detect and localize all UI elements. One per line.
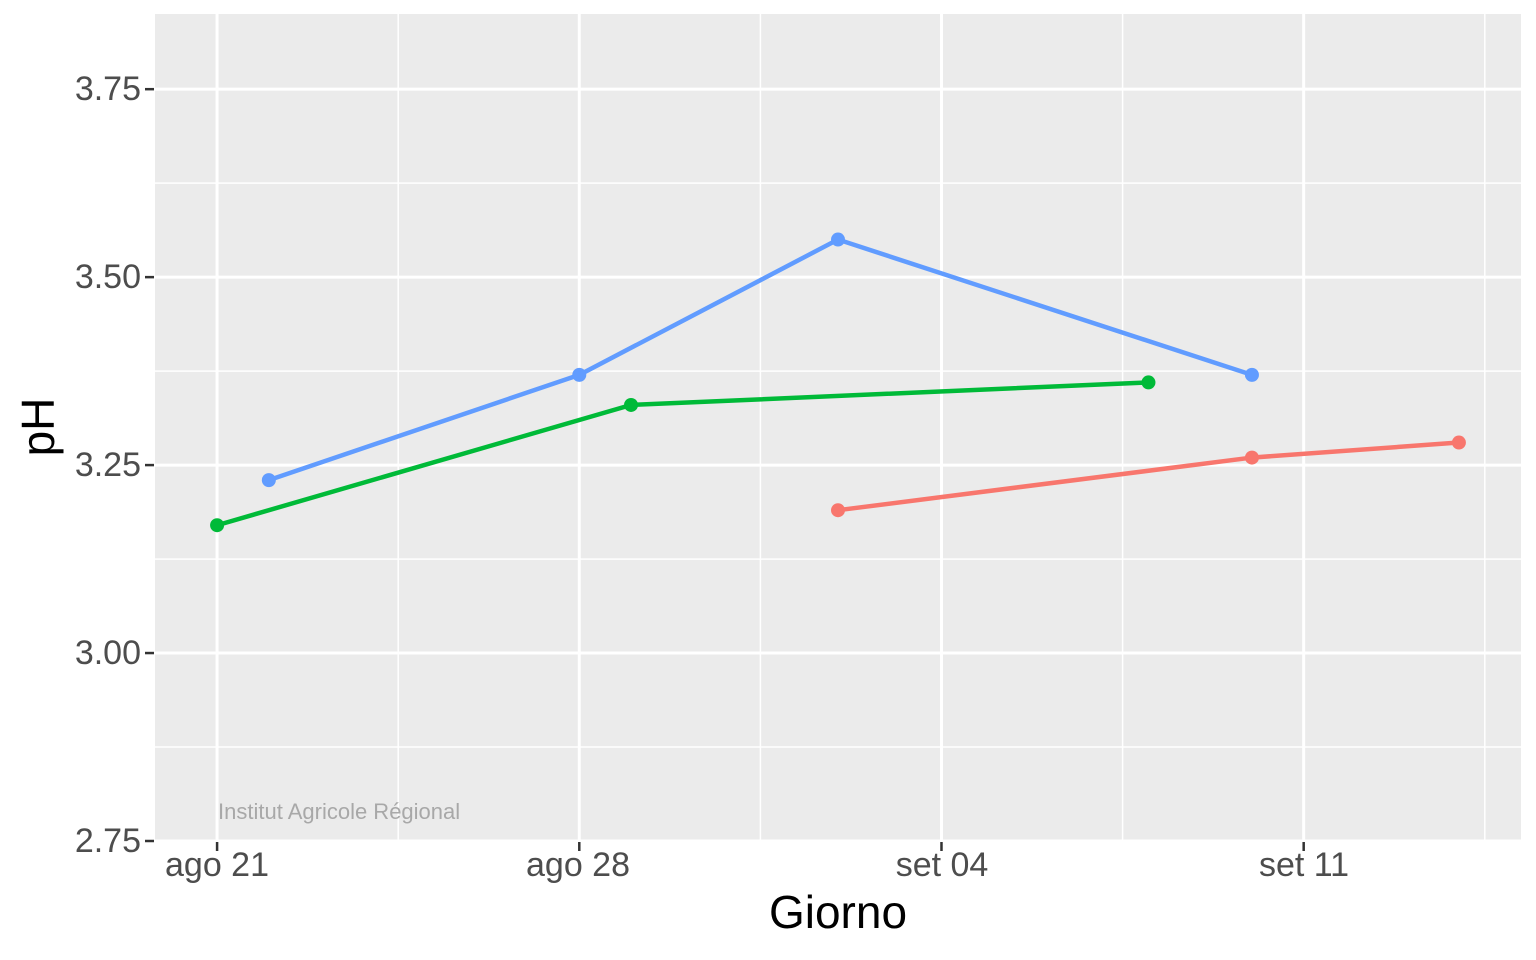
y-tick-label: 2.75 [74,822,141,860]
series-green-point [624,397,639,412]
y-tick-label: 3.75 [74,70,141,108]
series-blue-point [261,473,276,488]
series-blue-point [1244,367,1259,382]
series-blue-point [572,367,587,382]
series-green-point [210,518,225,533]
x-tick-label: ago 28 [526,846,630,884]
y-tick-label: 3.00 [74,634,141,672]
x-axis-title: Giorno [768,886,908,938]
series-red-point [1451,435,1466,450]
series-red-point [1244,450,1259,465]
x-tick-label: set 11 [1258,846,1350,884]
series-green-point [1141,375,1156,390]
x-tick-label: ago 21 [165,846,269,884]
x-tick-label: set 04 [895,846,989,884]
y-tick-label: 3.25 [74,446,141,484]
plot-panel [155,14,1521,841]
series-blue-line [266,237,1255,483]
watermark-text: Institut Agricole Régional [218,799,461,824]
y-axis-title: pH [12,397,64,457]
series-blue-point [831,232,845,247]
series-red-point [831,503,845,518]
y-tick-label: 3.50 [74,258,141,296]
